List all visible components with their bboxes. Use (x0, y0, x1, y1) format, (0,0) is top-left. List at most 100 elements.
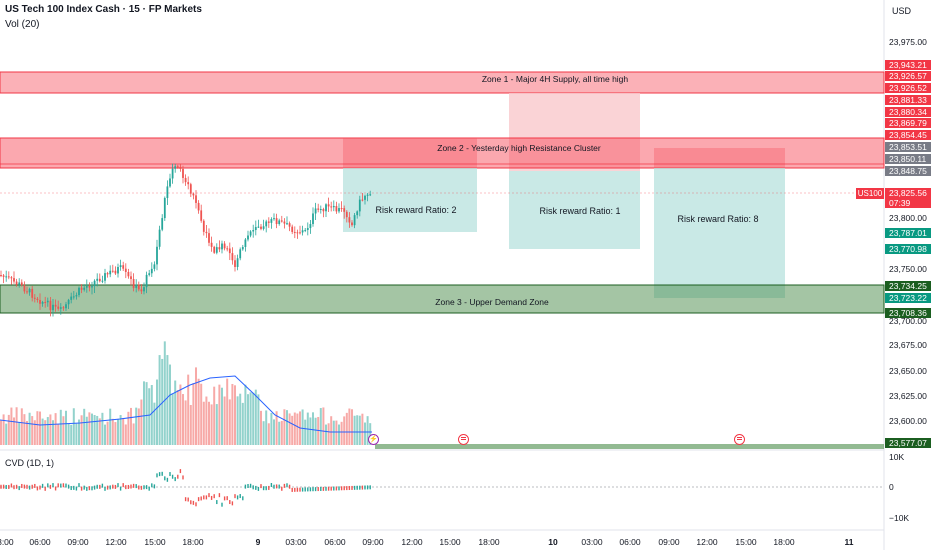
candle-body (124, 268, 127, 272)
candle-body (304, 229, 307, 231)
us-flag-icon[interactable] (458, 434, 469, 445)
volume-bar (236, 396, 239, 445)
candle-body (2, 275, 5, 277)
volume-bar (317, 416, 320, 445)
candle-body (278, 220, 281, 225)
volume-bar (44, 420, 47, 445)
candle-body (98, 278, 101, 282)
symbol-title[interactable]: US Tech 100 Index Cash · 15 · FP Markets (5, 4, 202, 15)
candle-body (111, 270, 114, 272)
volume-bar (291, 415, 294, 445)
candle-body (62, 307, 65, 309)
candle-body (93, 280, 96, 287)
candle-body (317, 208, 320, 210)
candle-body (325, 204, 327, 212)
us-flag-icon[interactable] (734, 434, 745, 445)
volume-bar (304, 419, 307, 445)
candle-body (226, 248, 229, 250)
candle-body (150, 268, 153, 274)
candle-body (312, 213, 314, 225)
volume-bar (96, 415, 99, 445)
time-label: 18:00 (773, 537, 795, 547)
volume-bar (117, 419, 119, 445)
risk-box-3-target[interactable] (654, 168, 785, 298)
volume-bar (314, 417, 317, 445)
zone2-resistance-box[interactable] (0, 137, 885, 169)
volume-bar (153, 402, 156, 445)
candle-body (202, 220, 205, 232)
candle-body (200, 210, 203, 221)
volume-bar (70, 424, 73, 445)
price-label: 23,700.00 (889, 316, 927, 326)
candle-body (36, 298, 39, 300)
volume-bar (93, 415, 96, 445)
volume-bar (143, 381, 145, 445)
candle-body (23, 285, 26, 292)
candle-body (205, 231, 208, 234)
candle-body (252, 230, 255, 232)
volume-bar (148, 388, 151, 445)
volume-bar (273, 419, 275, 445)
volume-bar (52, 420, 54, 445)
volume-bar (0, 420, 2, 445)
candle-body (254, 227, 257, 231)
candle-body (117, 267, 119, 274)
candle-body (44, 301, 47, 303)
zone3-demand-box[interactable] (0, 284, 885, 314)
volume-bar (330, 416, 333, 445)
candle-body (366, 194, 369, 196)
price-label: 23,975.00 (889, 37, 927, 47)
currency-label[interactable]: USD (892, 6, 912, 16)
volume-bar (137, 408, 140, 445)
volume-bar (283, 409, 286, 445)
candle-body (260, 226, 262, 229)
symbol-tag[interactable]: US100 (856, 188, 884, 199)
candle-body (18, 282, 21, 285)
candle-body (15, 281, 18, 285)
volume-bar (13, 417, 15, 445)
risk-ratio-label: Risk reward Ratio: 8 (677, 214, 759, 224)
volume-bar (278, 421, 281, 445)
volume-bar (335, 420, 338, 445)
candle-body (293, 231, 296, 233)
volume-bar (114, 422, 117, 445)
time-label: 03:00 (581, 537, 603, 547)
risk-box-2-target[interactable] (509, 171, 640, 249)
time-label: 03:00 (285, 537, 307, 547)
price-label: 23,800.00 (889, 213, 927, 223)
time-label: 09:00 (67, 537, 89, 547)
volume-bar (239, 393, 242, 445)
zone1-supply-box[interactable] (0, 71, 885, 94)
time-label: 06:00 (619, 537, 641, 547)
time-label-day: 9 (255, 537, 261, 547)
volume-bar (85, 416, 88, 445)
candle-body (223, 243, 226, 249)
candle-body (345, 211, 348, 218)
volume-bar (270, 412, 273, 445)
volume-bar (364, 422, 366, 445)
volume-bar (332, 420, 335, 445)
volume-bar (358, 415, 361, 445)
volume-bar (49, 414, 52, 445)
volume-bar (140, 399, 143, 445)
candle-body (83, 287, 86, 290)
volume-indicator-label[interactable]: Vol (20) (5, 19, 40, 30)
candle-body (179, 166, 182, 169)
candle-body (127, 271, 130, 277)
candle-body (280, 220, 283, 222)
volume-bar (83, 408, 86, 445)
volume-bar (78, 419, 80, 445)
lightning-icon[interactable]: ⚡ (368, 434, 379, 445)
candle-body (330, 206, 333, 208)
candle-body (153, 264, 156, 269)
candle-body (218, 247, 221, 250)
volume-bar (179, 384, 182, 445)
volume-bar (54, 413, 57, 445)
candle-body (106, 273, 109, 275)
volume-bar (135, 407, 138, 445)
time-label: 12:00 (696, 537, 718, 547)
candle-body (171, 168, 174, 179)
time-label: 06:00 (29, 537, 51, 547)
cvd-indicator-label[interactable]: CVD (1D, 1) (5, 458, 55, 468)
